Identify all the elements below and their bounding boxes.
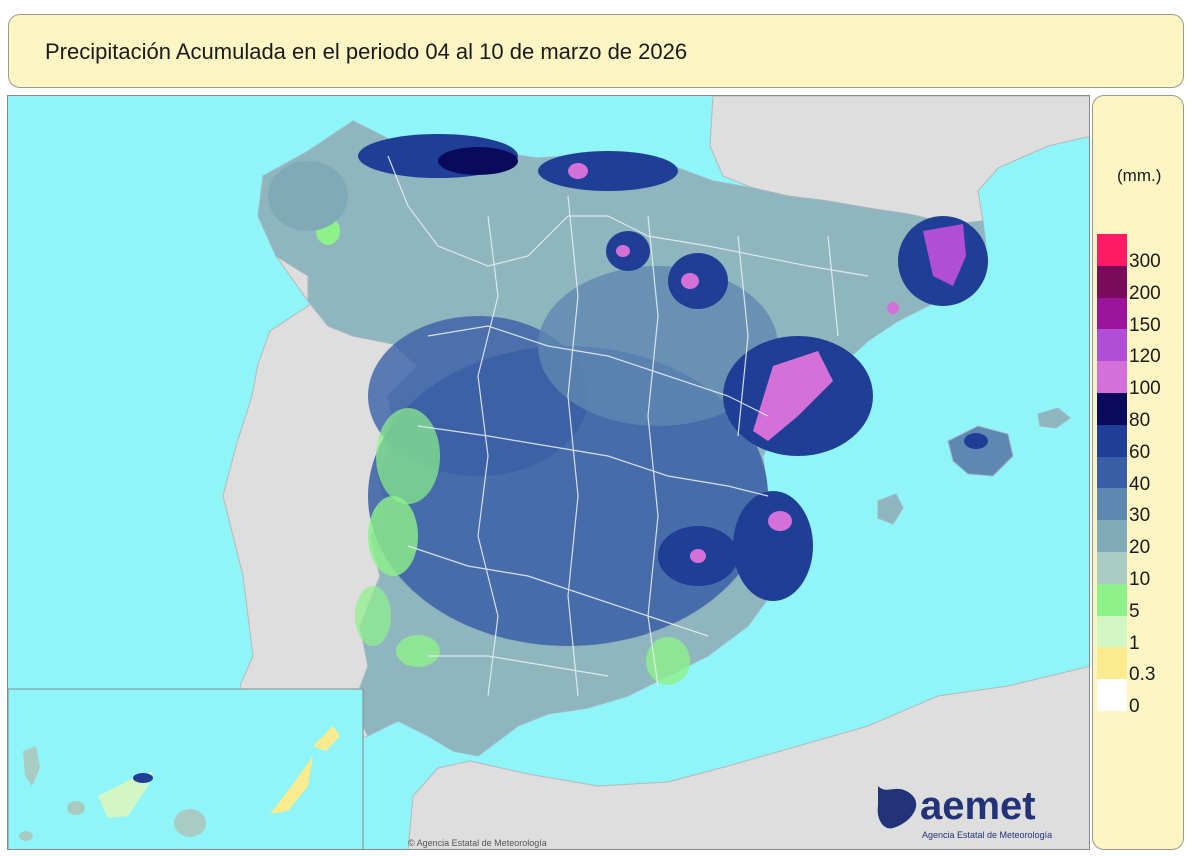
legend-swatch — [1097, 456, 1127, 489]
map-frame: aemet Agencia Estatal de Meteorología © … — [7, 95, 1090, 850]
legend-swatch — [1097, 329, 1127, 362]
legend-label: 200 — [1129, 282, 1161, 304]
canary-gran-canaria — [174, 809, 206, 837]
aemet-logo: aemet Agencia Estatal de Meteorología — [877, 784, 1052, 840]
africa-land — [407, 665, 1089, 849]
canary-la-palma — [23, 746, 40, 786]
legend-swatch — [1097, 234, 1127, 266]
legend-label: 100 — [1129, 378, 1161, 400]
mallorca — [947, 425, 1014, 477]
canary-fuerteventura — [270, 756, 313, 814]
legend-swatch — [1097, 552, 1127, 584]
legend-label: 0 — [1129, 696, 1140, 718]
legend-swatch — [1097, 583, 1127, 616]
legend-swatch — [1097, 679, 1127, 711]
legend-swatch — [1097, 488, 1127, 521]
legend-label: 20 — [1129, 537, 1151, 559]
legend-unit: (mm.) — [1117, 166, 1162, 185]
canary-lanzarote — [313, 726, 340, 751]
legend-swatch — [1097, 424, 1127, 457]
legend-label: 1 — [1129, 632, 1140, 654]
legend-swatch — [1097, 615, 1127, 648]
precipitation-zones — [268, 134, 988, 685]
legend-swatch — [1097, 297, 1127, 330]
title-panel: Precipitación Acumulada en el periodo 04… — [8, 14, 1184, 88]
legend-label: 30 — [1129, 505, 1151, 527]
legend-swatch — [1097, 393, 1127, 425]
legend-label: 120 — [1129, 346, 1161, 368]
legend-label: 10 — [1129, 569, 1151, 590]
legend-swatch — [1097, 520, 1127, 552]
menorca — [1037, 407, 1071, 429]
province-borders — [387, 155, 869, 697]
precipitation-map: aemet Agencia Estatal de Meteorología © … — [8, 96, 1089, 849]
aemet-logo-text: aemet — [920, 784, 1036, 828]
canary-el-hierro — [19, 831, 33, 841]
legend-panel: (mm.) 300 200 150 120 100 80 60 40 30 20 10 5 1 0.3 0 — [1092, 95, 1184, 850]
legend-label: 0.3 — [1129, 664, 1156, 686]
legend-swatch — [1097, 361, 1127, 393]
canary-la-gomera — [67, 801, 85, 815]
credit-text: © Agencia Estatal de Meteorología — [408, 838, 547, 848]
legend-label: 300 — [1129, 251, 1161, 272]
legend-label: 150 — [1129, 314, 1161, 336]
legend-label: 5 — [1129, 600, 1140, 622]
map-title: Precipitación Acumulada en el periodo 04… — [45, 39, 688, 64]
legend-swatch — [1097, 647, 1127, 680]
canary-tenerife — [98, 771, 153, 818]
legend-swatch — [1097, 265, 1127, 298]
ibiza — [877, 493, 904, 525]
legend-label: 80 — [1129, 410, 1151, 431]
aemet-logo-subtitle: Agencia Estatal de Meteorología — [922, 830, 1052, 840]
legend-label: 60 — [1129, 441, 1151, 463]
legend-label: 40 — [1129, 473, 1151, 495]
